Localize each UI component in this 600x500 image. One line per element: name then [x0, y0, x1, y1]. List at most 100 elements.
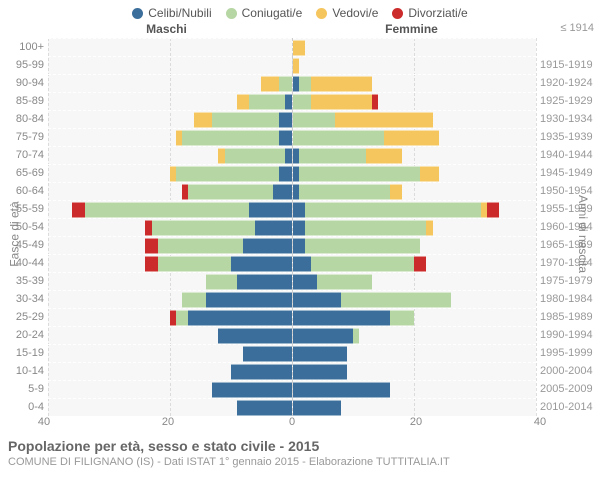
pyramid-row	[48, 398, 536, 416]
bar-segment	[293, 202, 305, 218]
pyramid-row	[48, 110, 536, 128]
bar-segment	[285, 94, 291, 110]
bar-segment	[273, 184, 291, 200]
bar-segment	[390, 184, 402, 200]
female-bar	[293, 182, 537, 200]
plot-area	[48, 38, 536, 416]
x-tick: 40	[534, 416, 546, 428]
age-label: 40-44	[0, 254, 44, 272]
bar-segment	[299, 76, 311, 92]
birth-label: 1975-1979	[540, 272, 600, 290]
birth-label: 2010-2014	[540, 398, 600, 416]
pyramid-row	[48, 254, 536, 272]
female-bar	[293, 236, 537, 254]
header-birth-top: ≤ 1914	[534, 22, 600, 36]
female-bar	[293, 164, 537, 182]
bar-segment	[206, 274, 236, 290]
bar-segment	[158, 238, 243, 254]
age-label: 90-94	[0, 74, 44, 92]
age-label: 60-64	[0, 182, 44, 200]
bar-segment	[237, 274, 292, 290]
bar-segment	[176, 166, 279, 182]
birth-label: 1930-1934	[540, 110, 600, 128]
legend-label: Celibi/Nubili	[148, 6, 211, 20]
bar-segment	[188, 184, 273, 200]
bar-segment	[212, 112, 279, 128]
pyramid-row	[48, 182, 536, 200]
birth-label: 2000-2004	[540, 362, 600, 380]
legend-item: Vedovi/e	[316, 6, 378, 20]
bar-segment	[299, 166, 421, 182]
bar-segment	[293, 328, 354, 344]
age-label: 10-14	[0, 362, 44, 380]
bar-segment	[293, 364, 348, 380]
legend-item: Divorziati/e	[392, 6, 467, 20]
bar-segment	[85, 202, 249, 218]
male-bar	[48, 146, 293, 164]
female-bar	[293, 92, 537, 110]
bar-segment	[72, 202, 84, 218]
x-axis: 402002040	[0, 416, 600, 432]
bar-segment	[305, 220, 427, 236]
age-label: 15-19	[0, 344, 44, 362]
bar-segment	[182, 292, 206, 308]
bar-segment	[311, 256, 414, 272]
y-axis-left-label: Fasce di età	[8, 201, 22, 266]
bar-segment	[390, 310, 414, 326]
pyramid-row	[48, 146, 536, 164]
birth-label: 1955-1959	[540, 200, 600, 218]
male-bar	[48, 362, 293, 380]
male-bar	[48, 398, 293, 416]
bar-segment	[426, 220, 432, 236]
bar-segment	[293, 346, 348, 362]
bar-segment	[218, 328, 291, 344]
birth-label: 1920-1924	[540, 74, 600, 92]
pyramid-row	[48, 308, 536, 326]
female-bar	[293, 200, 537, 218]
age-label: 0-4	[0, 398, 44, 416]
bar-segment	[206, 292, 291, 308]
female-bar	[293, 290, 537, 308]
bar-segment	[285, 148, 291, 164]
bar-segment	[293, 220, 305, 236]
pyramid-row	[48, 290, 536, 308]
male-bar	[48, 200, 293, 218]
bar-segment	[152, 220, 255, 236]
bar-segment	[311, 94, 372, 110]
female-bar	[293, 362, 537, 380]
bar-segment	[279, 112, 291, 128]
pyramid-row	[48, 218, 536, 236]
pyramid-row	[48, 236, 536, 254]
bar-segment	[225, 148, 286, 164]
bar-segment	[237, 94, 249, 110]
pyramid-row	[48, 56, 536, 74]
age-label: 100+	[0, 38, 44, 56]
birth-label: 1940-1944	[540, 146, 600, 164]
female-bar	[293, 128, 537, 146]
bar-segment	[237, 400, 292, 416]
bar-segment	[145, 256, 157, 272]
birth-labels: 1915-19191920-19241925-19291930-19341935…	[536, 38, 600, 416]
bar-segment	[279, 166, 291, 182]
bar-segment	[293, 382, 390, 398]
legend-label: Vedovi/e	[332, 6, 378, 20]
male-bar	[48, 380, 293, 398]
pyramid-row	[48, 200, 536, 218]
bar-segment	[293, 310, 390, 326]
bar-segment	[243, 346, 292, 362]
male-bar	[48, 92, 293, 110]
x-tick: 40	[38, 416, 50, 428]
bar-segment	[420, 166, 438, 182]
birth-label: 1925-1929	[540, 92, 600, 110]
age-label: 20-24	[0, 326, 44, 344]
male-bar	[48, 326, 293, 344]
male-bar	[48, 344, 293, 362]
male-bar	[48, 182, 293, 200]
age-label: 70-74	[0, 146, 44, 164]
bar-segment	[414, 256, 426, 272]
legend: Celibi/NubiliConiugati/eVedovi/eDivorzia…	[0, 0, 600, 20]
age-label: 25-29	[0, 308, 44, 326]
male-bar	[48, 290, 293, 308]
bar-segment	[158, 256, 231, 272]
x-tick: 0	[289, 416, 295, 428]
